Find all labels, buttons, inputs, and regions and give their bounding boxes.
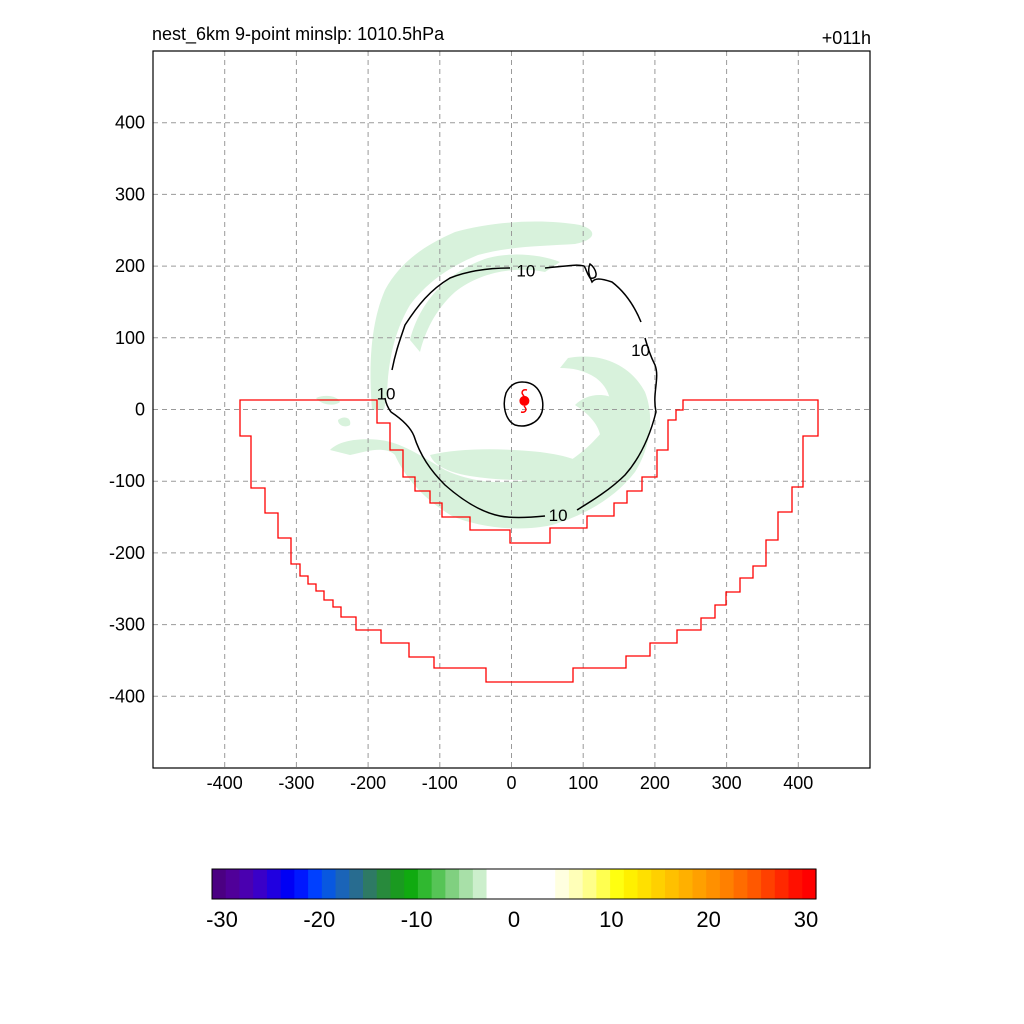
colorbar-swatch [390,869,405,899]
colorbar-tick-label: -10 [401,907,433,932]
storm-symbol-arms [520,389,528,413]
colorbar-swatch [582,869,597,899]
colorbar-swatch [212,869,227,899]
colorbar-swatch [404,869,419,899]
forecast-hour-label: +011h [822,28,871,48]
x-tick-label: 200 [640,773,670,793]
shade-region-east-band [575,394,636,466]
colorbar-tick-label: 30 [794,907,818,932]
colorbar-swatch [445,869,460,899]
contour-label: 10 [377,385,396,404]
colorbar-swatch [514,869,529,899]
colorbar-swatch [472,869,488,899]
x-axis-ticks: -400 -300 -200 -100 0 100 200 300 400 [207,773,814,793]
colorbar-swatch [417,869,433,899]
colorbar-swatch [555,869,570,899]
colorbar-swatch [774,869,790,899]
colorbar-tick-label: -30 [206,907,238,932]
y-tick-label: -300 [109,615,145,635]
y-tick-label: 0 [135,400,145,420]
y-axis-ticks: 400 300 200 100 0 -100 -200 -300 -400 [109,113,145,707]
chart-title: nest_6km 9-point minslp: 1010.5hPa [152,24,445,45]
storm-center-marker [519,395,530,406]
colorbar-swatch [335,869,350,899]
shaded-field [316,221,651,529]
colorbar-swatch [541,869,556,899]
colorbar-swatch [266,869,282,899]
storm-symbol [519,389,530,413]
colorbar-swatch [678,869,694,899]
colorbar-swatch [527,869,543,899]
colorbar-swatch [253,869,268,899]
x-tick-label: -100 [422,773,458,793]
shade-region-south-band [430,449,586,480]
contour-label: 10 [631,341,650,360]
colorbar-swatch [376,869,392,899]
contour-line-center [503,381,544,427]
x-tick-label: -200 [350,773,386,793]
contour-label: 10 [516,261,535,280]
colorbar-swatch [651,869,666,899]
colorbar-swatch [280,869,295,899]
colorbar-swatch [349,869,364,899]
colorbar-swatch [747,869,762,899]
colorbar [211,868,817,900]
shade-region-southeast [330,356,651,529]
colorbar-swatch [761,869,776,899]
x-tick-label: 400 [783,773,813,793]
colorbar-swatch [733,869,748,899]
shade-region-north [370,221,593,410]
x-tick-label: 100 [568,773,598,793]
y-tick-label: 400 [115,113,145,133]
y-tick-label: -100 [109,471,145,491]
colorbar-swatch [596,869,611,899]
colorbar-swatch [706,869,721,899]
x-tick-label: -400 [207,773,243,793]
colorbar-swatch [692,869,707,899]
colorbar-swatch [500,869,515,899]
y-tick-label: 300 [115,184,145,204]
colorbar-swatch [459,869,474,899]
grid-lines [153,51,870,768]
colorbar-swatch [308,869,323,899]
colorbar-swatch [294,869,309,899]
colorbar-swatch [431,869,446,899]
y-tick-label: 100 [115,328,145,348]
colorbar-tick-label: 10 [599,907,623,932]
contour-line-10-main [384,262,658,519]
colorbar-ticks: -30 -20 -10 0 10 20 30 [206,907,818,932]
plot-frame [152,50,871,769]
colorbar-swatch [321,869,337,899]
colorbar-swatch [719,869,735,899]
colorbar-swatch [486,869,501,899]
y-tick-label: -400 [109,686,145,706]
contour-label: 10 [549,506,568,525]
y-tick-label: 200 [115,256,145,276]
colorbar-tick-label: -20 [303,907,335,932]
y-tick-label: -200 [109,543,145,563]
contour-lines [384,262,658,519]
colorbar-swatch [665,869,680,899]
colorbar-tick-label: 20 [696,907,720,932]
colorbar-swatch [363,869,378,899]
colorbar-swatch [239,869,254,899]
domain-boundary [239,399,819,683]
colorbar-swatch [637,869,652,899]
x-tick-label: 300 [712,773,742,793]
colorbar-swatch [802,869,817,899]
colorbar-swatch [610,869,625,899]
colorbar-swatch [568,869,584,899]
colorbar-tick-label: 0 [508,907,520,932]
colorbar-swatch [225,869,241,899]
x-tick-label: -300 [278,773,314,793]
colorbar-frame [211,868,817,900]
shade-region-west-patch-2 [338,417,351,427]
colorbar-swatch [788,869,803,899]
x-tick-label: 0 [506,773,516,793]
colorbar-swatch [623,869,639,899]
